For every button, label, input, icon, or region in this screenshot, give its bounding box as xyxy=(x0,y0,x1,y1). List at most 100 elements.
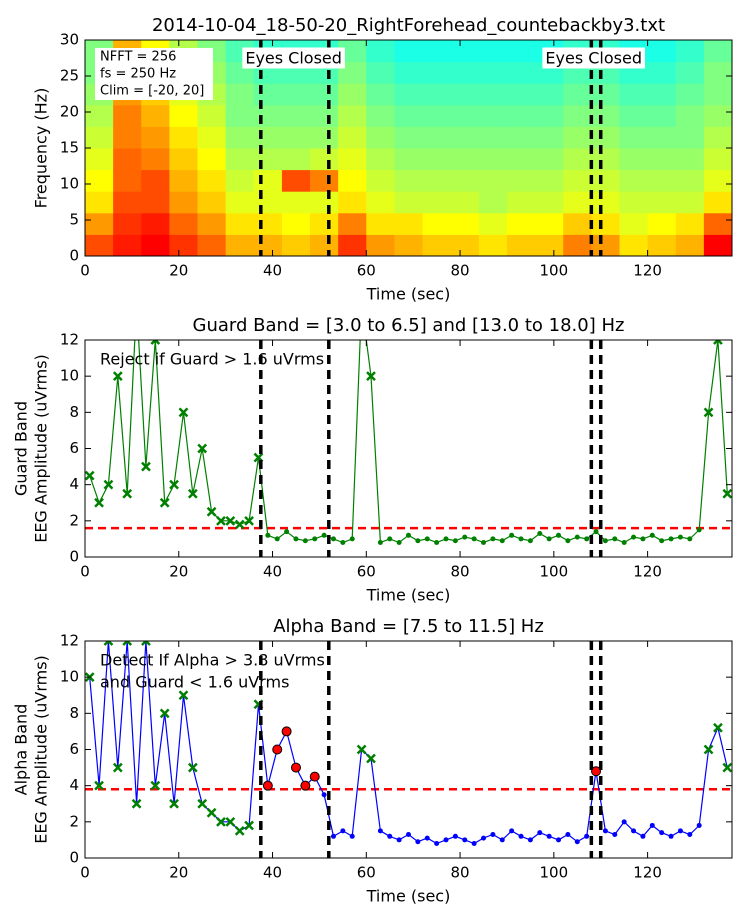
heat-cell xyxy=(591,83,620,106)
heat-cell xyxy=(450,40,480,63)
y-tick-label: 2 xyxy=(69,511,79,529)
point xyxy=(584,536,590,542)
detect-marker xyxy=(300,780,311,791)
reject-marker xyxy=(122,641,133,646)
heat-cell xyxy=(141,212,170,235)
point xyxy=(265,532,271,538)
heat-cell xyxy=(225,234,255,256)
y-tick-label: 6 xyxy=(69,740,79,758)
chart-title: 2014-10-04_18-50-20_RightForehead_counte… xyxy=(152,15,665,36)
heat-cell xyxy=(563,234,592,256)
heat-cell xyxy=(506,169,536,192)
heat-cell xyxy=(703,234,732,256)
reject-marker xyxy=(206,807,217,818)
heat-cell xyxy=(225,83,255,106)
heat-cell xyxy=(141,126,170,149)
heat-cell xyxy=(281,126,311,149)
point xyxy=(349,536,355,542)
info-text: NFFT = 256 xyxy=(100,50,176,65)
heat-cell xyxy=(647,40,677,63)
heat-cell xyxy=(113,104,142,127)
plot-area xyxy=(85,340,732,557)
reject-marker xyxy=(159,708,170,719)
reject-marker xyxy=(244,515,254,526)
heat-cell xyxy=(85,191,114,214)
point xyxy=(659,538,665,544)
heat-cell xyxy=(310,83,339,106)
heat-cell xyxy=(506,191,536,214)
annotation: Eyes Closed xyxy=(545,49,642,68)
point xyxy=(696,527,702,533)
point xyxy=(649,532,655,538)
heat-cell xyxy=(535,126,564,149)
heat-cell xyxy=(619,104,649,127)
heat-cell xyxy=(422,61,452,84)
point xyxy=(565,538,571,544)
heat-cell xyxy=(394,191,424,214)
y-tick-label: 12 xyxy=(60,331,79,349)
x-tick-label: 100 xyxy=(540,864,569,882)
point xyxy=(499,538,505,544)
point xyxy=(452,833,458,839)
point xyxy=(490,536,496,542)
reject-marker xyxy=(103,641,114,646)
reject-marker xyxy=(94,780,104,791)
point xyxy=(527,837,533,843)
heat-cell xyxy=(619,234,649,256)
point xyxy=(546,536,552,542)
heat-cell xyxy=(563,126,592,149)
y-tick-label: 0 xyxy=(69,548,79,566)
heat-cell xyxy=(647,126,677,149)
point xyxy=(509,532,515,538)
reject-marker xyxy=(722,488,732,499)
series-line xyxy=(89,641,728,845)
point xyxy=(640,536,646,542)
point xyxy=(415,538,421,544)
heat-cell xyxy=(506,148,536,171)
heat-cell xyxy=(281,212,311,235)
reject-marker xyxy=(225,816,236,827)
y-axis-label: Alpha Band xyxy=(12,704,31,796)
detect-marker xyxy=(591,766,602,777)
heat-cell xyxy=(506,104,536,127)
heat-cell xyxy=(225,169,255,192)
heat-cell xyxy=(197,148,227,171)
heat-cell xyxy=(394,212,424,235)
point xyxy=(509,828,515,834)
heat-cell xyxy=(85,234,114,256)
point xyxy=(687,536,693,542)
heat-cell xyxy=(169,234,199,256)
heat-cell xyxy=(422,104,452,127)
heat-cell xyxy=(225,126,255,149)
plot-area xyxy=(85,40,732,256)
heat-cell xyxy=(506,126,536,149)
y-tick-label: 4 xyxy=(69,475,79,493)
heat-cell xyxy=(619,212,649,235)
heat-cell xyxy=(450,126,480,149)
heat-cell xyxy=(506,234,536,256)
point xyxy=(481,835,487,841)
point xyxy=(415,839,421,845)
heat-cell xyxy=(506,83,536,106)
heat-cell xyxy=(225,104,255,127)
reject-marker xyxy=(703,407,714,418)
heat-cell xyxy=(647,212,677,235)
heat-cell xyxy=(394,61,424,84)
point xyxy=(340,828,346,834)
reject-marker xyxy=(85,470,95,481)
heat-cell xyxy=(281,191,311,214)
heat-cell xyxy=(535,148,564,171)
note-text: and Guard < 1.6 uVrms xyxy=(100,673,289,692)
heat-cell xyxy=(366,212,395,235)
heat-cell xyxy=(113,169,142,192)
reject-marker xyxy=(141,641,151,646)
y-tick-label: 12 xyxy=(60,632,79,650)
heat-cell xyxy=(619,169,649,192)
heat-cell xyxy=(506,40,536,63)
heat-cell xyxy=(450,104,480,127)
heat-cell xyxy=(310,126,339,149)
heat-cell xyxy=(85,126,114,149)
heat-cell xyxy=(338,191,367,214)
heat-cell xyxy=(450,83,480,106)
